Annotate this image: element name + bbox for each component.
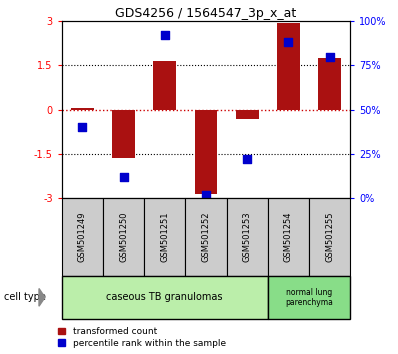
Point bbox=[203, 192, 209, 198]
Polygon shape bbox=[39, 289, 45, 306]
Text: GSM501250: GSM501250 bbox=[119, 212, 128, 262]
Text: GSM501249: GSM501249 bbox=[78, 212, 87, 262]
Point bbox=[244, 156, 250, 162]
Bar bbox=[103, 198, 144, 276]
Bar bbox=[226, 198, 268, 276]
Point bbox=[79, 125, 86, 130]
Bar bbox=[236, 110, 259, 119]
Bar bbox=[277, 23, 300, 110]
Bar bbox=[71, 108, 94, 110]
Bar bbox=[62, 198, 103, 276]
Text: GSM501252: GSM501252 bbox=[201, 212, 211, 262]
Bar bbox=[112, 110, 135, 159]
Text: GSM501251: GSM501251 bbox=[160, 212, 169, 262]
Bar bbox=[195, 110, 217, 194]
Text: caseous TB granulomas: caseous TB granulomas bbox=[107, 292, 223, 302]
Bar bbox=[268, 198, 309, 276]
Text: GSM501253: GSM501253 bbox=[243, 212, 252, 263]
Bar bbox=[309, 198, 350, 276]
Point bbox=[285, 40, 292, 45]
Legend: transformed count, percentile rank within the sample: transformed count, percentile rank withi… bbox=[58, 327, 226, 348]
Text: GSM501254: GSM501254 bbox=[284, 212, 293, 262]
Bar bbox=[268, 276, 350, 319]
Point bbox=[326, 54, 333, 59]
Point bbox=[162, 33, 168, 38]
Text: GSM501255: GSM501255 bbox=[325, 212, 334, 262]
Title: GDS4256 / 1564547_3p_x_at: GDS4256 / 1564547_3p_x_at bbox=[115, 7, 297, 20]
Text: normal lung
parenchyma: normal lung parenchyma bbox=[285, 288, 333, 307]
Bar bbox=[62, 276, 268, 319]
Bar bbox=[144, 198, 185, 276]
Bar bbox=[153, 61, 176, 110]
Bar bbox=[185, 198, 226, 276]
Bar bbox=[318, 58, 341, 110]
Point bbox=[120, 174, 127, 180]
Text: cell type: cell type bbox=[4, 292, 46, 302]
